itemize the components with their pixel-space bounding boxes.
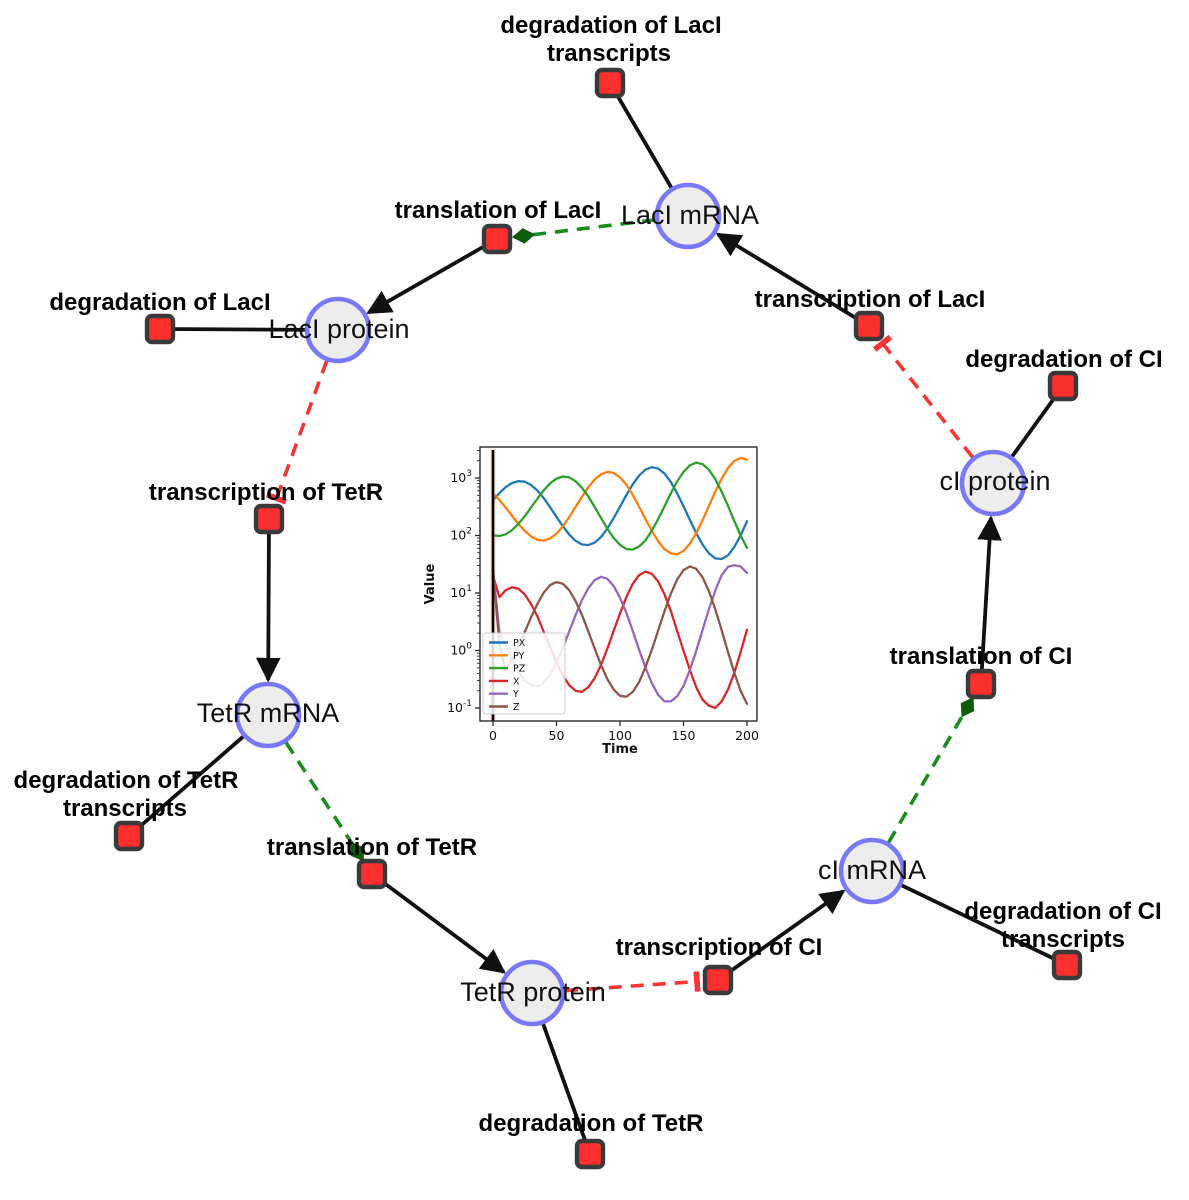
legend-label-Y: Y bbox=[512, 689, 519, 700]
y-tick-label: 103 bbox=[450, 469, 472, 485]
edge-laci-protein-inhibits-transcription-tetr bbox=[266, 360, 329, 505]
chart-series-PX bbox=[491, 466, 749, 561]
edge-translation-ci-to-ci-protein bbox=[977, 515, 1002, 685]
reaction-label: translation of TetR bbox=[267, 834, 477, 861]
reaction-node-translation-laci bbox=[481, 223, 513, 255]
reaction-label: degradation of TetR bbox=[14, 767, 239, 794]
reaction-label: transcription of CI bbox=[616, 934, 823, 961]
species-label: cI mRNA bbox=[818, 855, 926, 885]
edge-ci-protein-inhibits-transcription-laci bbox=[872, 334, 974, 459]
legend-label-Z: Z bbox=[513, 702, 520, 713]
x-tick-label: 0 bbox=[489, 728, 497, 743]
reaction-node-translation-tetr bbox=[356, 858, 388, 890]
x-tick-label: 50 bbox=[549, 728, 565, 743]
species-label: LacI protein bbox=[268, 314, 409, 344]
y-axis-title: Value bbox=[423, 563, 438, 604]
axes-frame bbox=[479, 446, 758, 722]
reaction-node-transcription-laci bbox=[853, 310, 885, 342]
species-label: LacI mRNA bbox=[621, 200, 759, 230]
reaction-label: degradation of LacI bbox=[500, 12, 721, 39]
edge-ci-mrna-to-degradation-transcripts bbox=[871, 869, 1068, 967]
reaction-label: translation of CI bbox=[890, 643, 1073, 670]
reaction-node-transcription-ci bbox=[702, 964, 734, 996]
chart-series-PZ bbox=[491, 461, 749, 551]
species-node-laci-mrna bbox=[654, 182, 722, 250]
species-node-tetr-mrna bbox=[234, 681, 302, 749]
legend-label-PZ: PZ bbox=[513, 664, 526, 675]
edge-laci-mrna-modifies-translation bbox=[511, 218, 656, 244]
reaction-node-degradation-ci bbox=[1047, 370, 1079, 402]
chart-series-group bbox=[491, 456, 749, 710]
chart-series-X bbox=[491, 570, 749, 710]
chart-series-PY bbox=[491, 456, 749, 556]
edge-tetr-protein-inhibits-transcription-ci bbox=[564, 971, 701, 993]
reaction-label: transcripts bbox=[63, 795, 187, 822]
x-tick-label: 100 bbox=[608, 728, 632, 743]
x-tick-label: 200 bbox=[735, 728, 759, 743]
y-tick-label: 10-1 bbox=[447, 699, 472, 715]
reaction-node-degradation-tetr-transcripts bbox=[113, 820, 145, 852]
reaction-label: degradation of CI bbox=[965, 346, 1162, 373]
reaction-node-translation-ci bbox=[965, 668, 997, 700]
species-node-ci-mrna bbox=[838, 837, 906, 905]
reaction-label: degradation of CI bbox=[964, 898, 1161, 925]
reaction-label: transcripts bbox=[1001, 926, 1125, 953]
y-tick-label: 100 bbox=[450, 642, 472, 658]
legend-label-PY: PY bbox=[513, 651, 525, 662]
reaction-node-degradation-ci-transcripts bbox=[1051, 949, 1083, 981]
nodes-layer bbox=[113, 67, 1083, 1170]
species-label: TetR protein bbox=[460, 977, 606, 1007]
edge-transcription-laci-to-laci-mrna bbox=[715, 232, 870, 328]
axes-ticks: 0 50 100 150 200 10-1 100 101 102 103 bbox=[447, 450, 759, 743]
reaction-label: transcripts bbox=[547, 40, 671, 67]
reaction-node-degradation-laci bbox=[144, 313, 176, 345]
y-tick-label: 101 bbox=[450, 584, 472, 600]
edge-transcription-ci-to-ci-mrna bbox=[716, 889, 846, 982]
species-node-laci-protein bbox=[304, 296, 372, 364]
reaction-node-transcription-tetr bbox=[253, 503, 285, 535]
reaction-label: transcription of LacI bbox=[755, 286, 986, 313]
species-node-ci-protein bbox=[959, 449, 1027, 517]
species-label: TetR mRNA bbox=[197, 698, 340, 728]
edge-transcription-tetr-to-tetr-mrna bbox=[255, 518, 281, 683]
y-tick-label: 102 bbox=[450, 527, 472, 543]
reaction-label: degradation of LacI bbox=[49, 289, 270, 316]
species-node-tetr-protein bbox=[498, 959, 566, 1027]
species-label: cI protein bbox=[939, 466, 1050, 496]
reaction-node-degradation-tetr bbox=[574, 1138, 606, 1170]
legend-label-X: X bbox=[513, 676, 520, 687]
reaction-label: translation of LacI bbox=[395, 197, 602, 224]
edge-translation-tetr-to-tetr-protein bbox=[370, 872, 506, 974]
edge-tetr-mrna-modifies-translation bbox=[284, 741, 365, 862]
chart-series-Z bbox=[491, 565, 749, 706]
edge-ci-mrna-modifies-translation bbox=[887, 697, 975, 844]
x-axis-title: Time bbox=[602, 742, 638, 757]
reaction-label: transcription of TetR bbox=[149, 479, 383, 506]
labels-layer: degradation of LacI transcripts translat… bbox=[14, 12, 1163, 1137]
reaction-node-degradation-laci-transcripts bbox=[594, 67, 626, 99]
legend-label-PX: PX bbox=[513, 638, 526, 649]
edge-translation-laci-to-laci-protein bbox=[366, 237, 498, 315]
x-tick-label: 150 bbox=[672, 728, 696, 743]
reaction-label: degradation of TetR bbox=[479, 1110, 704, 1137]
